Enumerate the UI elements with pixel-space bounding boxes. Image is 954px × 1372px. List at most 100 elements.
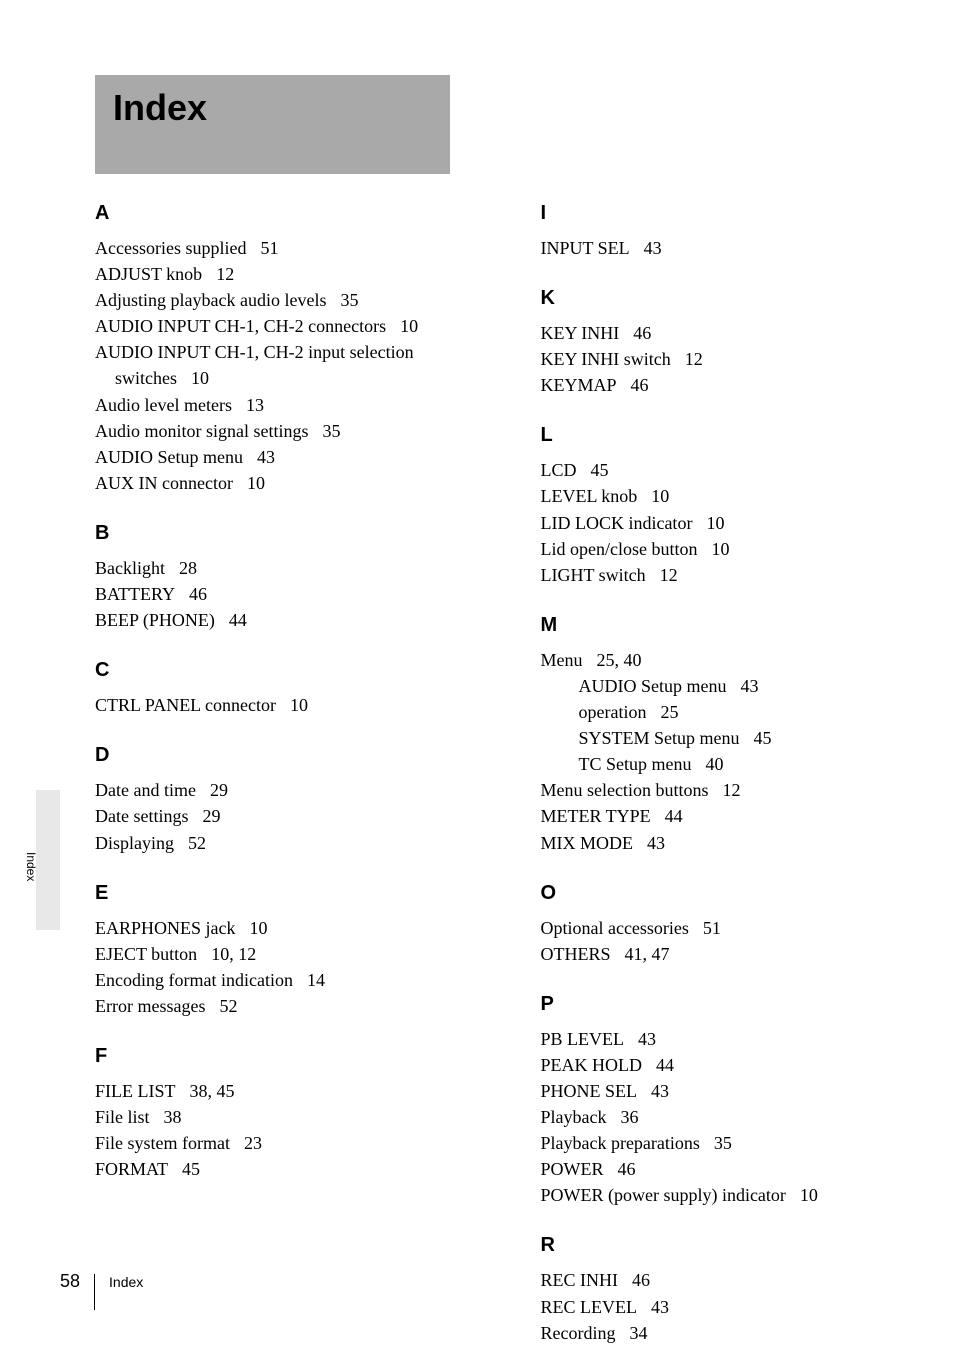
index-entry: POWER46 <box>540 1156 892 1182</box>
index-entry: PHONE SEL43 <box>540 1078 892 1104</box>
entry-pages: 12 <box>722 780 740 800</box>
entry-term: Menu <box>540 650 582 670</box>
entry-pages: 41, 47 <box>624 944 669 964</box>
entry-term: AUX IN connector <box>95 473 233 493</box>
index-section: EEARPHONES jack10EJECT button10, 12Encod… <box>95 882 510 1019</box>
index-entry: Audio monitor signal settings 35 <box>95 418 510 444</box>
entry-pages: 43 <box>740 676 758 696</box>
entry-term: AUDIO Setup menu <box>578 676 726 696</box>
index-entry: LCD45 <box>540 457 892 483</box>
entry-pages: 51 <box>260 238 278 258</box>
index-section: BBacklight28BATTERY46BEEP (PHONE)44 <box>95 522 510 633</box>
index-entry: Backlight 28 <box>95 555 510 581</box>
entry-pages: 28 <box>179 558 197 578</box>
right-column: IINPUT SEL43 K KEY INHI 46 KEY INHI switch 12… <box>540 202 892 1372</box>
entry-term: MIX MODE <box>540 833 633 853</box>
entry-pages: 10 <box>250 918 268 938</box>
footer-page-number: 58 <box>60 1271 80 1292</box>
index-section: IINPUT SEL43 <box>540 202 892 261</box>
entry-pages: 46 <box>630 375 648 395</box>
entry-term: BEEP (PHONE) <box>95 610 215 630</box>
entry-term: POWER <box>540 1159 603 1179</box>
index-section: RREC INHI46REC LEVEL43Recording34 <box>540 1234 892 1345</box>
entry-pages: 25 <box>660 702 678 722</box>
index-entry: Accessories supplied 51 <box>95 235 510 261</box>
entry-pages: 10 <box>711 539 729 559</box>
entry-term: Backlight <box>95 558 165 578</box>
index-entry: OTHERS41, 47 <box>540 941 892 967</box>
entry-term: LEVEL knob <box>540 486 637 506</box>
entry-term: Playback <box>540 1107 606 1127</box>
index-entry: Date and time29 <box>95 777 510 803</box>
entry-pages: 10 <box>651 486 669 506</box>
entry-term: AUDIO INPUT CH-1, CH-2 connectors <box>95 316 386 336</box>
entry-term: Date and time <box>95 780 196 800</box>
index-subentry: operation 25 <box>540 699 892 725</box>
index-section: MMenu25, 40AUDIO Setup menu43operation25… <box>540 614 892 856</box>
entry-pages: 12 <box>660 565 678 585</box>
index-entry: MIX MODE43 <box>540 830 892 856</box>
index-entry: ADJUST knob12 <box>95 261 510 287</box>
entry-term: KEY INHI <box>540 323 619 343</box>
entry-term: File system format <box>95 1133 230 1153</box>
entry-term: File list <box>95 1107 150 1127</box>
entry-term: AUDIO Setup menu <box>95 447 243 467</box>
entry-pages: 35 <box>323 421 341 441</box>
entry-pages: 52 <box>219 996 237 1016</box>
entry-term: SYSTEM Setup menu <box>578 728 739 748</box>
entry-term: PB LEVEL <box>540 1029 624 1049</box>
index-entry: Displaying52 <box>95 830 510 856</box>
entry-pages: 35 <box>340 290 358 310</box>
entry-pages: 43 <box>257 447 275 467</box>
index-columns: AAccessories supplied51ADJUST knob12Adju… <box>95 202 894 1372</box>
entry-term: Audio level meters <box>95 395 232 415</box>
entry-pages: 12 <box>685 349 703 369</box>
entry-term: Audio monitor signal settings <box>95 421 309 441</box>
section-letter: K <box>540 287 892 310</box>
index-entry: AUDIO INPUT CH-1, CH-2 connectors10 <box>95 313 510 339</box>
section-letter: F <box>95 1045 510 1068</box>
entry-term: KEY INHI switch <box>540 349 670 369</box>
entry-pages: 52 <box>188 833 206 853</box>
entry-pages: 10 <box>706 513 724 533</box>
index-entry: FORMAT45 <box>95 1156 510 1182</box>
index-entry: KEY INHI switch 12 <box>540 346 892 372</box>
entry-pages: 36 <box>620 1107 638 1127</box>
page-title: Index <box>113 87 432 129</box>
index-section: LLCD45LEVEL knob10LID LOCK indicator10Li… <box>540 424 892 587</box>
entry-term: METER TYPE <box>540 806 650 826</box>
index-section: DDate and time29Date settings29Displayin… <box>95 744 510 855</box>
entry-term: Recording <box>540 1323 615 1343</box>
index-subentry: TC Setup menu40 <box>540 751 892 777</box>
entry-term: Accessories supplied <box>95 238 246 258</box>
entry-term: LCD <box>540 460 576 480</box>
side-tab-label: Index <box>24 852 38 881</box>
entry-pages: 51 <box>703 918 721 938</box>
entry-term: Lid open/close button <box>540 539 697 559</box>
entry-pages: 23 <box>244 1133 262 1153</box>
section-letter: E <box>95 882 510 905</box>
entry-pages: 10, 12 <box>211 944 256 964</box>
section-letter: A <box>95 202 510 225</box>
index-section: KKEY INHI46KEY INHI switch12KEYMAP46 <box>540 287 892 398</box>
entry-pages: 43 <box>638 1029 656 1049</box>
index-section: PPB LEVEL43PEAK HOLD44PHONE SEL43Playbac… <box>540 993 892 1209</box>
footer-label: Index <box>109 1274 143 1290</box>
entry-term: FILE LIST <box>95 1081 176 1101</box>
entry-pages: 13 <box>246 395 264 415</box>
entry-term: KEYMAP <box>540 375 616 395</box>
entry-pages: 44 <box>229 610 247 630</box>
entry-term: operation <box>578 702 646 722</box>
index-entry: BEEP (PHONE) 44 <box>95 607 510 633</box>
index-entry: KEYMAP 46 <box>540 372 892 398</box>
entry-term: Encoding format indication <box>95 970 293 990</box>
entry-pages: 29 <box>202 806 220 826</box>
index-entry: PB LEVEL 43 <box>540 1026 892 1052</box>
index-entry: Menu selection buttons12 <box>540 777 892 803</box>
entry-pages: 44 <box>665 806 683 826</box>
entry-term: POWER (power supply) indicator <box>540 1185 785 1205</box>
index-section: AAccessories supplied51ADJUST knob12Adju… <box>95 202 510 496</box>
section-letter: M <box>540 614 892 637</box>
index-entry: EJECT button10, 12 <box>95 941 510 967</box>
index-entry: PEAK HOLD44 <box>540 1052 892 1078</box>
